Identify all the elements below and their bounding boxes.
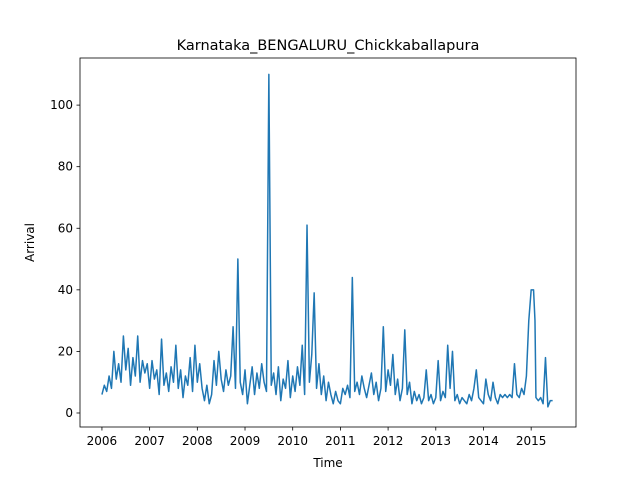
y-axis-label: Arrival <box>23 223 37 262</box>
y-tick-label: 100 <box>50 98 73 112</box>
y-tick-label: 0 <box>65 406 73 420</box>
x-axis-label: Time <box>312 456 342 470</box>
x-tick-label: 2007 <box>134 434 165 448</box>
x-tick-label: 2009 <box>230 434 261 448</box>
y-tick-label: 20 <box>58 344 73 358</box>
x-tick-label: 2010 <box>277 434 308 448</box>
x-tick-label: 2011 <box>325 434 356 448</box>
x-tick-label: 2008 <box>182 434 213 448</box>
x-tick-label: 2013 <box>421 434 452 448</box>
x-tick-label: 2014 <box>468 434 499 448</box>
chart-title: Karnataka_BENGALURU_Chickkaballapura <box>177 38 480 54</box>
plot-frame <box>79 57 577 428</box>
x-tick-label: 2015 <box>516 434 547 448</box>
y-tick-label: 40 <box>58 283 73 297</box>
y-tick-label: 80 <box>58 160 73 174</box>
data-line <box>101 73 553 408</box>
x-tick-label: 2012 <box>373 434 404 448</box>
y-tick-label: 60 <box>58 221 73 235</box>
x-tick-label: 2006 <box>87 434 118 448</box>
